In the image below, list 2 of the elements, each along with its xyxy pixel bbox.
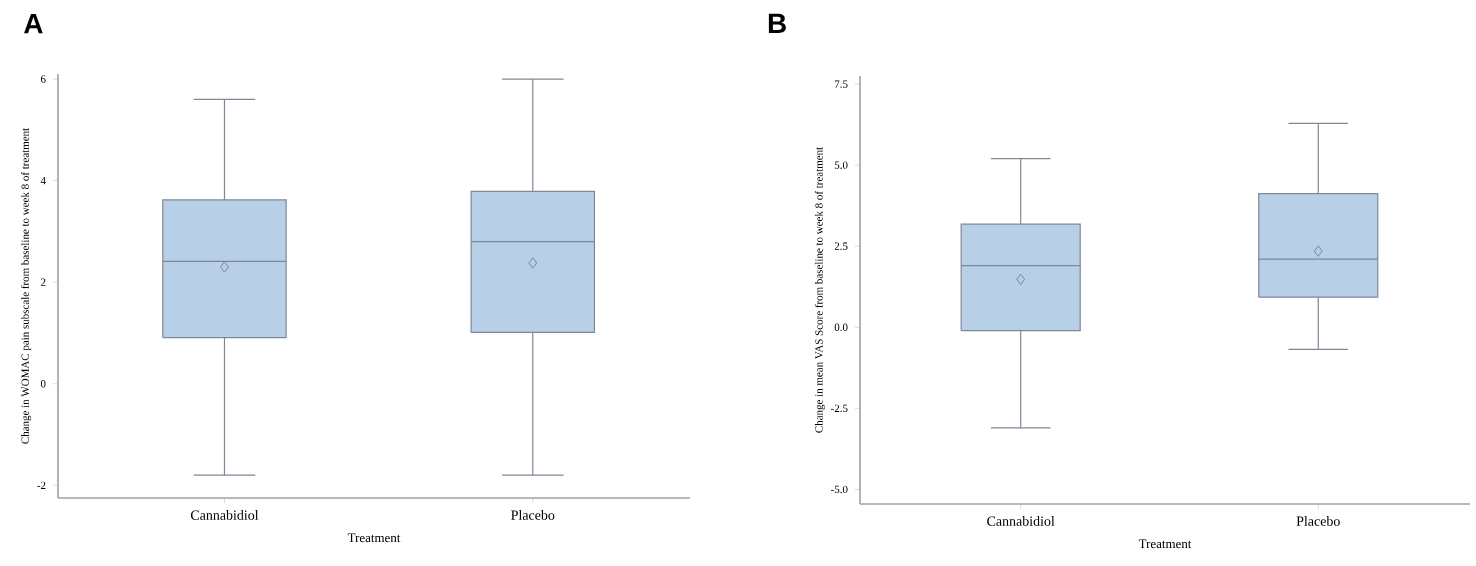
chart-title: A: [24, 13, 43, 34]
chart-title: B: [768, 13, 786, 33]
